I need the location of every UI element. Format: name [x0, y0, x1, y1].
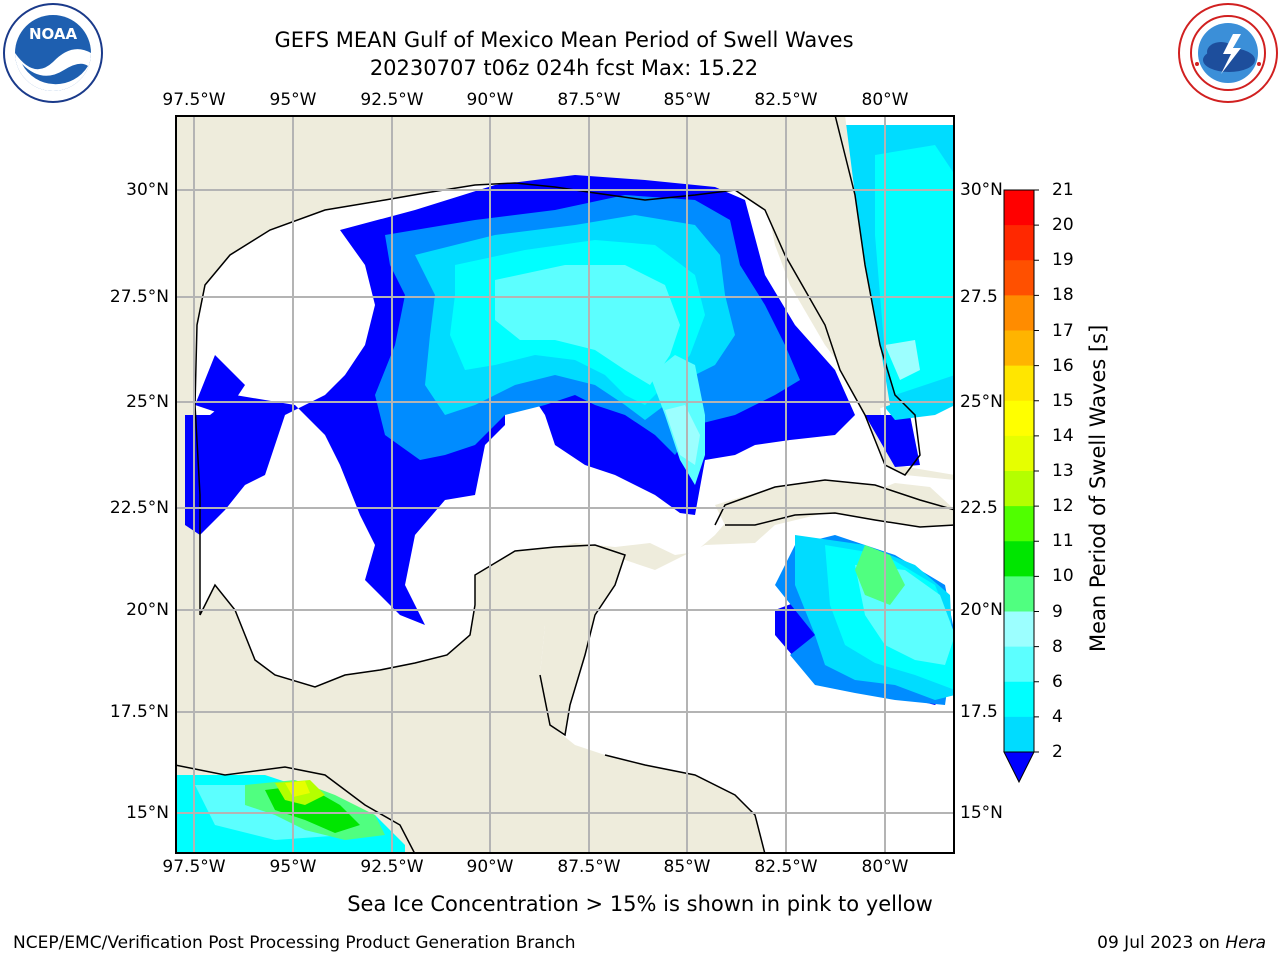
lon-label-top: 95°W: [269, 90, 317, 110]
colorbar-extension: [1003, 751, 1035, 784]
colorbar-tick-label: 16: [1052, 355, 1074, 376]
noaa-logo-text: NOAA: [29, 25, 78, 43]
colorbar-band: [1004, 716, 1034, 753]
colorbar-band: [1004, 225, 1034, 261]
lon-label-top: 97.5°W: [162, 90, 226, 110]
footer-host: Hera: [1225, 933, 1266, 953]
lat-label-right: 27.5: [960, 287, 998, 307]
colorbar-band: [1004, 190, 1034, 226]
lat-label-right: 20°N: [960, 600, 1003, 620]
colorbar-tick-label: 11: [1052, 531, 1074, 552]
lat-label-right: 17.5: [960, 702, 998, 722]
lat-label-left: 17.5°N: [109, 702, 169, 722]
colorbar-tick-label: 21: [1052, 180, 1074, 200]
colorbar-band: [1004, 260, 1034, 296]
lat-label-left: 22.5°N: [109, 498, 169, 518]
colorbar-tick-label: 18: [1052, 285, 1074, 306]
colorbar-band: [1004, 365, 1034, 402]
lat-label-left: 15°N: [126, 803, 169, 823]
lat-label-right: 22.5: [960, 498, 998, 518]
colorbar-band: [1004, 576, 1034, 612]
lon-label-bottom: 92.5°W: [360, 857, 424, 877]
lon-label-top: 80°W: [861, 90, 909, 110]
lat-label-left: 27.5°N: [109, 287, 169, 307]
map-frame: [175, 115, 955, 854]
lat-label-right: 15°N: [960, 803, 1003, 823]
colorbar-band: [1004, 541, 1034, 577]
colorbar-tick-label: 8: [1052, 636, 1063, 657]
colorbar-tick-label: 12: [1052, 496, 1074, 517]
lat-label-left: 30°N: [126, 180, 169, 200]
lat-label-left: 20°N: [126, 600, 169, 620]
lon-label-top: 82.5°W: [754, 90, 818, 110]
colorbar-tick-label: 2: [1052, 742, 1063, 762]
lon-label-top: 92.5°W: [360, 90, 424, 110]
colorbar-tick-label: 19: [1052, 250, 1074, 271]
lon-label-top: 87.5°W: [557, 90, 621, 110]
sea-ice-note: Sea Ice Concentration > 15% is shown in …: [347, 892, 933, 916]
colorbar-band: [1004, 295, 1034, 331]
footer-date-text: 09 Jul 2023 on: [1097, 933, 1226, 953]
colorbar-tick-label: 14: [1052, 425, 1074, 446]
lon-label-bottom: 95°W: [269, 857, 317, 877]
colorbar-band: [1004, 400, 1034, 437]
lon-label-top: 90°W: [466, 90, 514, 110]
lat-label-left: 25°N: [126, 392, 169, 412]
map-panel: [175, 115, 955, 854]
lon-label-bottom: 82.5°W: [754, 857, 818, 877]
colorbar-tick-label: 17: [1052, 320, 1074, 341]
colorbar-band: [1004, 681, 1034, 718]
map-title: GEFS MEAN Gulf of Mexico Mean Period of …: [274, 28, 854, 52]
colorbar-tick-label: 6: [1052, 671, 1063, 692]
colorbar: [1003, 189, 1039, 784]
colorbar-band: [1004, 435, 1034, 472]
colorbar-band: [1004, 471, 1034, 507]
noaa-logo: NOAA: [3, 3, 103, 103]
colorbar-band: [1004, 646, 1034, 683]
colorbar-tick-label: 13: [1052, 461, 1074, 481]
lon-label-bottom: 87.5°W: [557, 857, 621, 877]
colorbar-band: [1004, 506, 1034, 542]
footer-credit: NCEP/EMC/Verification Post Processing Pr…: [13, 933, 576, 953]
colorbar-band: [1004, 611, 1034, 648]
footer-date: 09 Jul 2023 on Hera: [1097, 933, 1266, 953]
colorbar-tick-label: 20: [1052, 215, 1074, 236]
lat-label-right: 30°N: [960, 180, 1003, 200]
graticule: [175, 115, 955, 854]
lon-label-bottom: 80°W: [861, 857, 909, 877]
colorbar-tick-label: 4: [1052, 706, 1063, 727]
colorbar-tick-label: 10: [1052, 566, 1074, 587]
lon-label-bottom: 90°W: [466, 857, 514, 877]
lat-label-right: 25°N: [960, 392, 1003, 412]
colorbar-tick-label: 9: [1052, 601, 1063, 622]
colorbar-band: [1004, 330, 1034, 367]
colorbar-tick-label: 15: [1052, 390, 1074, 411]
lon-label-bottom: 85°W: [663, 857, 711, 877]
colorbar-label: Mean Period of Swell Waves [s]: [1086, 324, 1110, 652]
nws-logo: [1178, 3, 1278, 103]
map-subtitle: 20230707 t06z 024h fcst Max: 15.22: [369, 56, 759, 80]
lon-label-top: 85°W: [663, 90, 711, 110]
lon-label-bottom: 97.5°W: [162, 857, 226, 877]
